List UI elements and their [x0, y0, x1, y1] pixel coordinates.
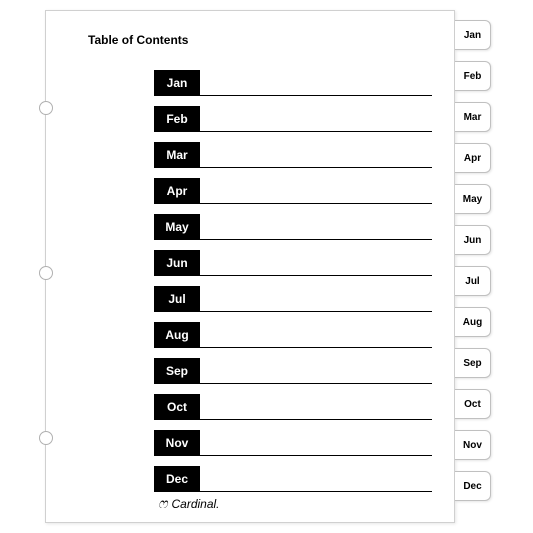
toc-line — [200, 394, 432, 420]
toc-line — [200, 250, 432, 276]
month-block: May — [154, 214, 200, 240]
toc-line — [200, 106, 432, 132]
side-tab-jul: Jul — [455, 266, 491, 296]
month-block: Nov — [154, 430, 200, 456]
brand-label: ෆ Cardinal. — [158, 495, 220, 512]
toc-row: Jan — [154, 65, 432, 101]
month-block: Mar — [154, 142, 200, 168]
brand-icon: ෆ — [158, 495, 167, 512]
toc-line — [200, 286, 432, 312]
toc-row: Jun — [154, 245, 432, 281]
month-block: Dec — [154, 466, 200, 492]
month-block: Jul — [154, 286, 200, 312]
month-block: Oct — [154, 394, 200, 420]
toc-row: Jul — [154, 281, 432, 317]
month-block: Jun — [154, 250, 200, 276]
toc-line — [200, 430, 432, 456]
side-tab-oct: Oct — [455, 389, 491, 419]
toc-line — [200, 214, 432, 240]
month-block: Sep — [154, 358, 200, 384]
toc-row: Mar — [154, 137, 432, 173]
toc-row: Dec — [154, 461, 432, 497]
side-tab-feb: Feb — [455, 61, 491, 91]
divider-page: Table of Contents Jan Feb Mar Apr May Jun Jul A… — [45, 10, 455, 523]
brand-text: Cardinal. — [171, 497, 219, 511]
side-tab-aug: Aug — [455, 307, 491, 337]
toc-line — [200, 142, 432, 168]
month-block: Jan — [154, 70, 200, 96]
toc-row: Feb — [154, 101, 432, 137]
toc-row: Apr — [154, 173, 432, 209]
side-tab-apr: Apr — [455, 143, 491, 173]
side-tab-jun: Jun — [455, 225, 491, 255]
month-block: Apr — [154, 178, 200, 204]
page-title: Table of Contents — [88, 33, 188, 47]
month-block: Feb — [154, 106, 200, 132]
toc-line — [200, 70, 432, 96]
side-tab-sep: Sep — [455, 348, 491, 378]
toc-row: Oct — [154, 389, 432, 425]
binder-hole — [39, 431, 53, 445]
binder-hole — [39, 266, 53, 280]
side-tab-dec: Dec — [455, 471, 491, 501]
toc-line — [200, 178, 432, 204]
toc-row: Nov — [154, 425, 432, 461]
toc-row: Aug — [154, 317, 432, 353]
toc-row: May — [154, 209, 432, 245]
toc-line — [200, 358, 432, 384]
side-tab-nov: Nov — [455, 430, 491, 460]
month-block: Aug — [154, 322, 200, 348]
toc-list: Jan Feb Mar Apr May Jun Jul Aug Sep Oct Nov Dec — [154, 65, 432, 497]
side-tab-may: May — [455, 184, 491, 214]
side-tab-jan: Jan — [455, 20, 491, 50]
toc-line — [200, 322, 432, 348]
toc-row: Sep — [154, 353, 432, 389]
binder-hole — [39, 101, 53, 115]
side-tab-mar: Mar — [455, 102, 491, 132]
toc-line — [200, 466, 432, 492]
